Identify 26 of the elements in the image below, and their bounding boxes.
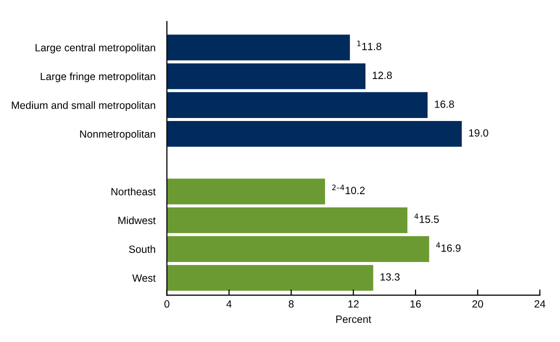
x-tick-label: 24	[534, 300, 546, 308]
y-tick-label: Large fringe metropolitan	[40, 72, 156, 82]
bar	[166, 264, 374, 292]
y-tick-label: South	[129, 245, 156, 253]
y-tick-label: Large central metropolitan	[36, 44, 156, 54]
data-label: 13.3	[380, 273, 400, 281]
data-label: 12.8	[372, 72, 392, 80]
x-tick-label: 20	[472, 300, 484, 308]
data-label: $^{4}$16.9	[436, 242, 461, 252]
data-label: $^{4}$15.5	[414, 214, 439, 223]
y-tick-label: West	[132, 274, 156, 282]
y-tick-label: Nonmetropolitan	[80, 130, 156, 140]
y-tick-label: Midwest	[118, 216, 156, 224]
y-tick-label: Medium and small metropolitan	[12, 101, 156, 111]
x-axis-title: Percent	[336, 316, 372, 323]
x-tick-label: 12	[348, 300, 359, 308]
bar	[166, 120, 462, 148]
x-tick-label: 16	[410, 300, 421, 308]
x-tick-label: 8	[288, 300, 294, 308]
data-label: $^{1}$11.8	[357, 40, 382, 50]
x-tick-label: 4	[226, 300, 232, 308]
data-label: $^{2–4}$10.2	[332, 184, 365, 194]
data-label: 16.8	[434, 100, 454, 108]
x-tick-label: 0	[164, 300, 170, 308]
data-label: 19.0	[469, 129, 488, 137]
y-tick-label: Northeast	[111, 188, 156, 196]
